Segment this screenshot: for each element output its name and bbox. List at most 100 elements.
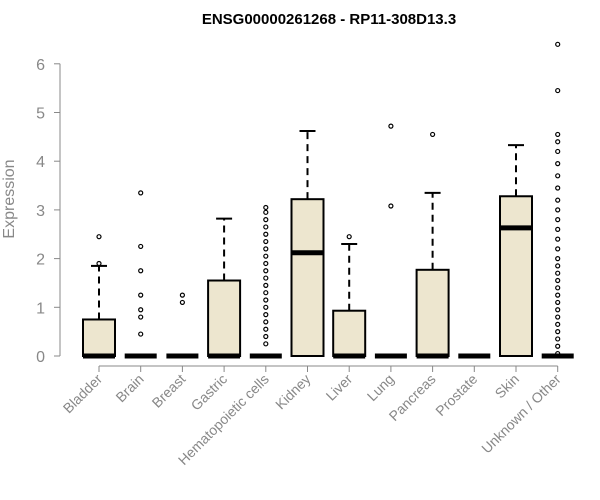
box-unknown-other (541, 41, 574, 359)
outlier-point (263, 238, 269, 245)
outlier-point (263, 275, 269, 281)
box-skin (499, 144, 533, 357)
outlier-point (263, 297, 269, 303)
outlier-point (263, 312, 269, 318)
outlier-point (555, 270, 561, 276)
outlier-point (555, 41, 561, 47)
box-pancreas (415, 131, 450, 359)
box-kidney (290, 130, 325, 357)
box-lung (374, 123, 407, 359)
box-liver (332, 234, 367, 359)
x-tick-label: Unknown / Other (478, 371, 564, 457)
outlier-point (263, 231, 269, 237)
x-tick-label: Breast (149, 371, 189, 411)
outlier-point (263, 319, 269, 325)
outlier-point (430, 131, 436, 138)
outlier-point (555, 246, 561, 252)
y-tick-label: 4 (36, 154, 45, 171)
outlier-point (263, 268, 269, 274)
x-tick-label: Brain (112, 371, 146, 405)
outlier-point (555, 217, 561, 223)
outlier-point (555, 256, 561, 262)
outlier-point (263, 333, 269, 340)
x-tick-label: Kidney (272, 371, 314, 413)
box-bladder (82, 234, 116, 359)
y-tick-label: 5 (36, 106, 45, 123)
boxes (82, 41, 574, 359)
outlier-point (555, 277, 561, 284)
y-tick-label: 6 (36, 57, 45, 74)
outlier-point (555, 173, 561, 179)
box-rect (499, 195, 533, 357)
outlier-point (138, 243, 144, 250)
outlier-point (138, 331, 144, 337)
outlier-point (96, 260, 102, 267)
outlier-point (263, 253, 269, 259)
box-rect (290, 198, 325, 357)
x-tick-label: Skin (492, 371, 523, 402)
outlier-point (555, 336, 561, 342)
axes: 0 1 2 3 4 5 6 (36, 57, 559, 372)
outlier-point (555, 350, 561, 357)
outlier-point (138, 292, 144, 298)
x-tick-label: Bladder (60, 371, 106, 417)
outlier-point (263, 217, 269, 223)
outlier-point (555, 148, 561, 155)
box-rect (332, 309, 367, 358)
box-rect (207, 279, 242, 358)
box-rect (82, 318, 116, 358)
outlier-point (263, 246, 269, 252)
y-tick-label: 2 (36, 252, 45, 269)
outlier-point (388, 203, 394, 209)
x-tick-label: Lung (364, 371, 397, 404)
outlier-point (555, 161, 561, 167)
outlier-point (263, 282, 269, 288)
outlier-point (263, 326, 269, 332)
outlier-point (555, 343, 561, 349)
outlier-point (555, 263, 561, 269)
outlier-point (138, 268, 144, 274)
outlier-point (138, 314, 144, 320)
outlier-point (555, 314, 561, 320)
outlier-point (263, 204, 269, 211)
y-tick-label: 3 (36, 203, 45, 220)
outlier-point (263, 341, 269, 347)
outlier-point (263, 304, 269, 310)
outlier-point (555, 307, 561, 313)
outlier-point (179, 299, 185, 306)
x-tick-label: Liver (323, 371, 356, 404)
outlier-point (555, 139, 561, 145)
box-breast (166, 292, 199, 359)
y-tick-label: 0 (36, 349, 45, 366)
box-hematopoietic-cells (249, 204, 282, 359)
outlier-point (555, 299, 561, 306)
y-axis-label: Expression (1, 159, 18, 238)
outlier-point (555, 197, 561, 203)
outlier-point (263, 290, 269, 296)
outlier-point (555, 185, 561, 191)
box-gastric (207, 217, 242, 359)
outlier-point (555, 292, 561, 298)
x-tick-label: Prostate (432, 371, 480, 419)
outlier-point (555, 131, 561, 138)
outlier-point (263, 209, 269, 215)
outlier-point (555, 226, 561, 232)
outlier-point (96, 234, 102, 240)
outlier-point (555, 285, 561, 291)
outlier-point (388, 123, 394, 129)
outlier-point (555, 321, 561, 327)
outlier-point (346, 234, 352, 240)
box-rect (415, 268, 450, 357)
outlier-point (555, 329, 561, 335)
y-tick-label: 1 (36, 300, 45, 317)
outlier-point (555, 236, 561, 242)
chart-title: ENSG00000261268 - RP11-308D13.3 (202, 11, 456, 28)
box-brain (124, 190, 157, 359)
outlier-point (179, 292, 185, 298)
outlier-point (138, 307, 144, 313)
outlier-point (555, 207, 561, 213)
outlier-point (263, 224, 269, 230)
outlier-point (555, 87, 561, 94)
